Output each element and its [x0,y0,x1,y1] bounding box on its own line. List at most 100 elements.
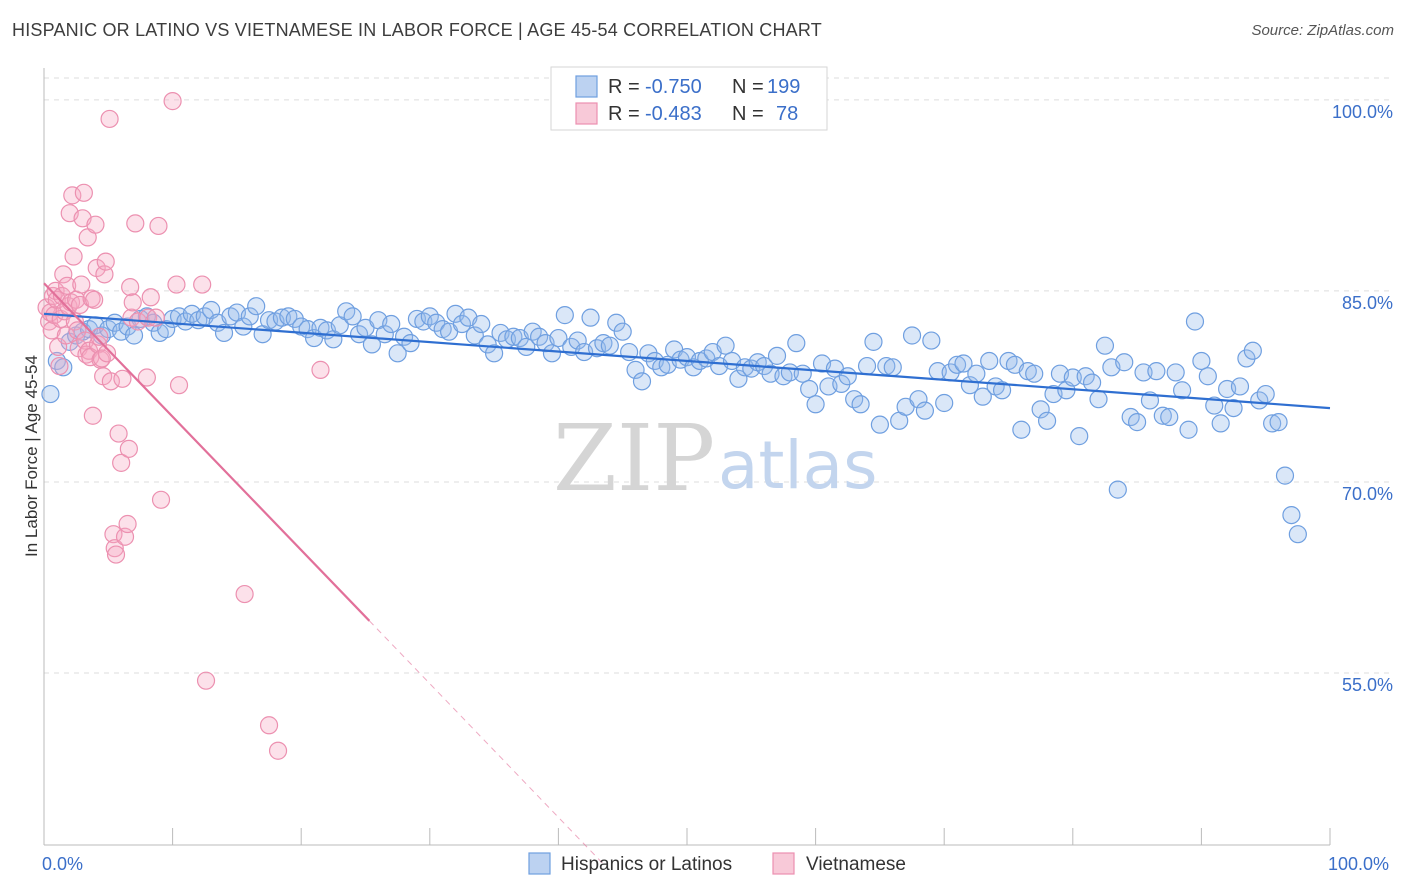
hispanic-point [870,415,890,434]
hispanic-point [1153,406,1172,425]
legend-swatch-hispanic [575,75,598,98]
hispanic-point [1160,407,1179,427]
hispanic-point [864,332,883,351]
legend-swatch-vietnamese [575,102,598,125]
vietnamese-point [169,376,189,395]
hispanic-point [851,395,870,414]
hispanic-point [465,326,484,345]
hispanic-point [472,314,491,334]
hispanic-point [973,387,992,406]
vietnamese-trend-extension [368,620,604,865]
y-tick-label: 70.0% [1342,484,1393,504]
bottom-legend-label-vietnamese: Vietnamese [806,854,906,875]
hispanic-point [1275,466,1295,485]
correlation-legend: R = -0.750 N = 199 R = -0.483 N = 78 [550,66,828,131]
x-tick-label-min: 0.0% [42,854,83,874]
vietnamese-point [137,368,156,387]
hispanic-point [1115,353,1134,372]
chart-title: HISPANIC OR LATINO VS VIETNAMESE IN LABO… [12,20,822,40]
legend-r-value-1: -0.750 [645,76,702,98]
bottom-legend-label-hispanic: Hispanics or Latinos [561,854,732,875]
hispanic-point [909,390,928,409]
vietnamese-point [74,183,93,202]
hispanic-point [234,317,253,336]
series-legend: Hispanics or Latinos Vietnamese [528,852,906,875]
hispanic-point [1031,400,1050,419]
hispanic-point [902,326,922,345]
y-tick-label: 55.0% [1342,675,1393,695]
vietnamese-point [146,308,165,327]
hispanic-point [1025,364,1044,383]
hispanic-point [1147,362,1166,381]
hispanic-point [1134,363,1153,382]
hispanic-point [124,326,144,345]
vietnamese-point [83,406,102,425]
vietnamese-point [311,360,330,379]
vietnamese-point [118,514,137,534]
vietnamese-point [141,288,160,307]
hispanic-point [935,393,954,413]
vietnamese-point [193,275,212,294]
y-tick-label: 85.0% [1342,293,1393,313]
hispanic-point [1282,505,1301,525]
hispanic-point [1095,336,1115,355]
hispanic-point [1185,312,1205,331]
hispanic-point [478,335,497,354]
hispanic-point [504,327,523,346]
vietnamese-point [119,439,138,458]
vietnamese-point [90,327,109,346]
hispanic-point [1243,341,1262,360]
y-tick-labels: 55.0% 70.0% 85.0% 100.0% [1332,102,1393,695]
vietnamese-point [54,265,73,284]
y-axis-label: In Labor Force | Age 45-54 [22,355,41,557]
x-tick-label-max: 100.0% [1328,854,1389,874]
hispanic-point [1211,414,1230,433]
vietnamese-point [105,539,124,558]
hispanic-point [800,379,819,399]
hispanic-point [883,358,902,377]
hispanic-point [1269,413,1288,432]
hispanic-point [1070,427,1089,446]
hispanic-point [1179,420,1198,439]
hispanic-point [922,331,941,350]
hispanic-point [832,374,851,393]
hispanic-point [1224,398,1243,418]
legend-n-value-2: 78 [776,103,798,125]
hispanic-point [992,381,1012,400]
hispanic-point [41,384,60,404]
vietnamese-point [97,344,117,363]
vietnamese-point [52,286,72,306]
vietnamese-point [163,92,182,111]
vietnamese-point [113,369,132,388]
hispanic-point [1263,414,1282,433]
hispanic-point [1166,363,1185,382]
hispanic-point [247,297,266,316]
hispanic-point [787,334,806,353]
vietnamese-point [92,349,111,368]
hispanic-point [549,328,568,348]
vietnamese-point [68,321,87,340]
hispanic-point [1205,396,1224,415]
vietnamese-point [104,525,123,544]
hispanic-point [555,306,574,325]
vietnamese-point [268,741,288,760]
hispanic-point [947,355,967,374]
hispanic-point [607,313,626,332]
vietnamese-point [196,671,216,690]
hispanic-point [485,344,504,363]
vietnamese-point [96,252,115,271]
hispanic-point [980,351,999,371]
hispanic-point [1127,413,1147,432]
hispanic-point [1237,349,1256,368]
hispanic-trend-line [43,312,1331,410]
vietnamese-point [64,247,83,266]
vietnamese-point [235,584,254,604]
hispanic-point [1230,377,1250,396]
hispanic-point [401,334,420,353]
watermark-atlas: atlas [718,427,878,504]
y-tick-label: 100.0% [1332,102,1393,122]
legend-n-label-2: N = [732,103,764,125]
vietnamese-point [259,716,279,735]
x-tick-marks [43,828,1331,845]
